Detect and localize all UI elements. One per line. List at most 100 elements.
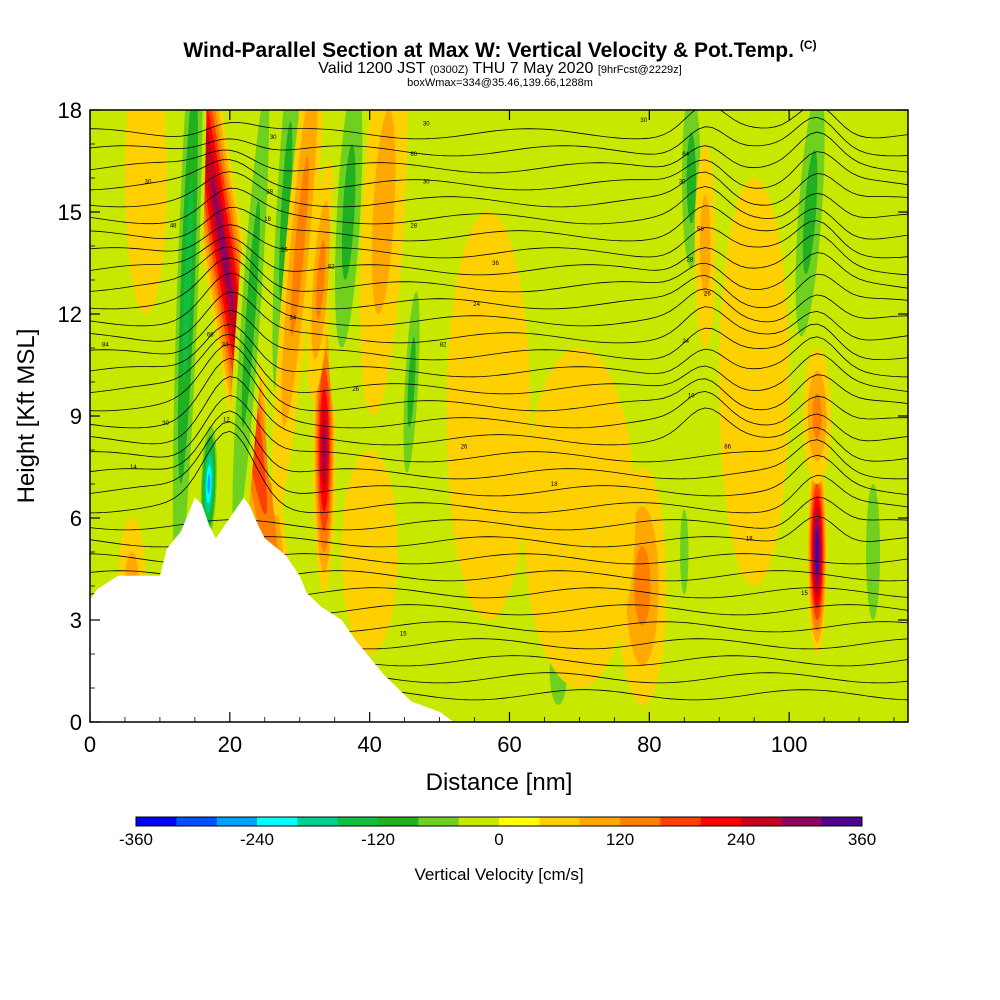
theta-contour bbox=[90, 233, 908, 276]
velocity-band bbox=[634, 546, 651, 626]
contour-label: 30 bbox=[423, 179, 430, 185]
velocity-band bbox=[866, 484, 881, 620]
valid-date: THU 7 May 2020 bbox=[472, 60, 594, 77]
contour-label: 10 bbox=[688, 394, 695, 400]
theta-contour bbox=[90, 171, 908, 208]
velocity-cell-21 bbox=[523, 348, 636, 688]
contour-label: 24 bbox=[473, 302, 480, 308]
chart-title: Wind-Parallel Section at Max W: Vertical… bbox=[183, 38, 817, 62]
x-tick-label: 20 bbox=[218, 732, 242, 757]
theta-contour bbox=[90, 246, 908, 293]
x-tick-label: 0 bbox=[84, 732, 96, 757]
x-tick-label: 100 bbox=[771, 732, 808, 757]
contour-label: 36 bbox=[492, 261, 499, 267]
colorbar-swatch bbox=[136, 817, 177, 826]
velocity-band bbox=[316, 240, 326, 320]
colorbar-swatch bbox=[378, 817, 419, 826]
contour-label: 30 bbox=[640, 118, 647, 124]
contour-label: 48 bbox=[170, 224, 177, 230]
colorbar-frame bbox=[135, 816, 863, 827]
theta-contour bbox=[90, 220, 908, 259]
terrain bbox=[90, 497, 908, 722]
theta-contour bbox=[90, 376, 908, 446]
velocity-cell-22 bbox=[719, 178, 790, 586]
colorbar-swatch bbox=[539, 817, 581, 826]
velocity-band bbox=[341, 450, 398, 654]
contour-label: 64 bbox=[682, 152, 689, 158]
colorbar-swatch bbox=[458, 817, 500, 826]
x-axis-title: Distance [nm] bbox=[426, 769, 573, 796]
contour-label: 82 bbox=[328, 264, 335, 270]
contour-label: 18 bbox=[551, 482, 558, 488]
velocity-band bbox=[290, 155, 309, 337]
colorbar-tick-label: 120 bbox=[606, 830, 634, 849]
velocity-cell-7 bbox=[306, 161, 335, 399]
contour-label: 26 bbox=[704, 292, 711, 298]
contour-label: 34 bbox=[222, 343, 229, 349]
theta-contour bbox=[90, 116, 908, 157]
colorbar-swatch bbox=[257, 817, 298, 826]
colorbar-tick-label: -240 bbox=[240, 830, 274, 849]
y-tick-label: 3 bbox=[70, 608, 82, 633]
box-info: boxWmax=334@35.46,139.66,1288m bbox=[407, 77, 593, 89]
contour-label: 30 bbox=[145, 179, 152, 185]
colorbar-swatch bbox=[499, 817, 540, 826]
velocity-band bbox=[279, 121, 293, 303]
velocity-cell-15 bbox=[803, 348, 832, 484]
velocity-cell-23 bbox=[124, 110, 167, 314]
contour-label: 28 bbox=[687, 258, 694, 264]
velocity-band bbox=[680, 509, 689, 595]
colorbar-swatch bbox=[781, 817, 823, 826]
theta-contour bbox=[90, 309, 908, 361]
y-tick-label: 18 bbox=[58, 98, 82, 123]
theta-contour bbox=[90, 257, 908, 310]
theta-contour bbox=[90, 410, 908, 480]
theta-contour bbox=[90, 205, 908, 242]
theta-contour bbox=[90, 343, 908, 412]
colorbar-swatch bbox=[700, 817, 742, 826]
contour-label: 24 bbox=[682, 339, 689, 345]
contour-labels: 30 48 84 30 14 66 34 12 30 28 18 26 34 82 26 30 60 30 28 36… bbox=[102, 118, 808, 637]
velocity-cell-4 bbox=[265, 110, 306, 484]
theta-contour bbox=[90, 430, 908, 514]
contour-label: 15 bbox=[400, 632, 407, 638]
velocity-band bbox=[812, 393, 822, 439]
y-tick-label: 12 bbox=[58, 302, 82, 327]
velocity-band bbox=[686, 132, 696, 224]
contour-label: 14 bbox=[130, 465, 137, 471]
theta-contour bbox=[90, 333, 908, 395]
contour-label: 15 bbox=[801, 591, 808, 597]
contour-label: 18 bbox=[746, 536, 753, 542]
y-axis-title: Height [Kft MSL] bbox=[13, 329, 40, 504]
contour-label: 28 bbox=[266, 190, 273, 196]
velocity-cell-14 bbox=[807, 450, 827, 654]
colorbar-swatch bbox=[821, 817, 863, 826]
velocity-band bbox=[802, 149, 818, 275]
theta-contour bbox=[90, 394, 908, 463]
theta-contour bbox=[90, 323, 908, 378]
colorbar-tick-label: 240 bbox=[727, 830, 755, 849]
colorbar-swatch bbox=[741, 817, 782, 826]
velocity-cell-18 bbox=[859, 416, 888, 688]
y-tick-label: 9 bbox=[70, 404, 82, 429]
velocity-cell-20 bbox=[446, 212, 531, 620]
contour-label: 26 bbox=[281, 247, 288, 253]
theta-contour bbox=[90, 421, 908, 497]
colorbar-tick-label: -120 bbox=[361, 830, 395, 849]
contour-label: 18 bbox=[264, 217, 271, 223]
theta-contour bbox=[90, 151, 908, 191]
colorbar-title: Vertical Velocity [cm/s] bbox=[414, 865, 583, 884]
velocity-band bbox=[371, 110, 396, 314]
colorbar-tick-label: -360 bbox=[119, 830, 153, 849]
contour-label: 30 bbox=[162, 421, 169, 427]
theta-contours bbox=[90, 110, 908, 701]
y-tick-label: 0 bbox=[70, 710, 82, 735]
contour-label: 86 bbox=[724, 445, 731, 451]
contour-label: 84 bbox=[102, 343, 109, 349]
x-tick-label: 60 bbox=[497, 732, 521, 757]
colorbar-swatch bbox=[620, 817, 661, 826]
colorbar-tick-label: 0 bbox=[494, 830, 503, 849]
velocity-cell-12 bbox=[694, 144, 716, 348]
contour-label: 34 bbox=[289, 315, 296, 321]
colorbar-tick-label: 360 bbox=[848, 830, 876, 849]
